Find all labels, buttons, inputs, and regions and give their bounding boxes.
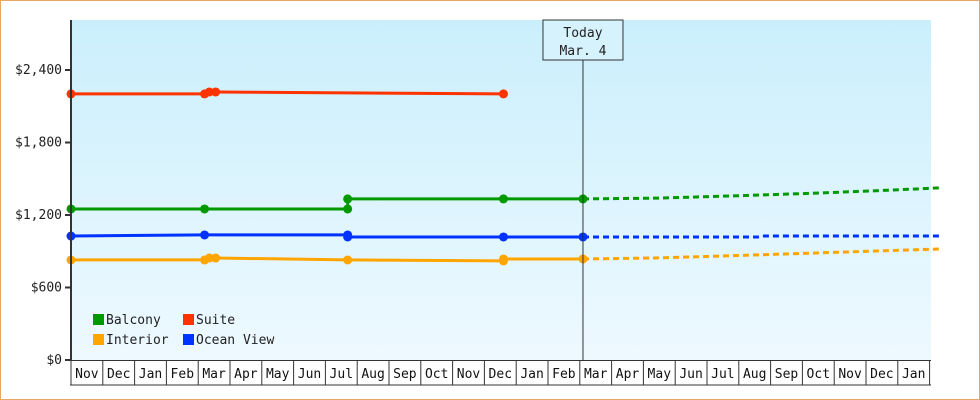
svg-text:Mar. 4: Mar. 4 — [559, 44, 606, 59]
data-point[interactable] — [343, 232, 353, 242]
legend-swatch — [93, 334, 104, 345]
y-axis: $0 $600 $1,200 $1,800 $2,400 — [15, 20, 72, 368]
y-tick-label: $1,200 — [15, 208, 62, 223]
x-tick-label: Mar — [584, 367, 608, 382]
x-tick-label: Oct — [807, 367, 830, 382]
x-tick-label: Nov — [75, 367, 99, 382]
data-point[interactable] — [498, 232, 508, 242]
x-tick-label: Dec — [107, 367, 130, 382]
y-tick-label: $0 — [46, 353, 62, 368]
legend-label: Ocean View — [196, 333, 274, 348]
x-tick-label: Jul — [330, 367, 353, 382]
x-tick-label: Sep — [393, 367, 417, 382]
x-tick-label: Jan — [139, 367, 162, 382]
legend-item-balcony[interactable]: Balcony — [93, 313, 161, 328]
x-tick-label: Dec — [870, 367, 893, 382]
x-tick-label: Aug — [743, 367, 766, 382]
legend-label: Suite — [196, 313, 235, 328]
data-point[interactable] — [343, 194, 353, 204]
x-tick-label: Apr — [616, 367, 640, 382]
x-tick-label: May — [648, 367, 672, 382]
today-label-box — [542, 19, 624, 61]
today-marker: Today Mar. 4 — [542, 19, 624, 360]
x-tick-label: Mar — [202, 367, 226, 382]
x-axis: Nov Dec Jan Feb Mar Apr May Jun Jul Aug Sep Oct Nov D… — [70, 360, 931, 386]
x-tick-label: Nov — [457, 367, 481, 382]
x-tick-label: Sep — [775, 367, 799, 382]
data-point[interactable] — [343, 204, 353, 214]
x-tick-label: Apr — [234, 367, 258, 382]
legend-swatch — [183, 314, 194, 325]
x-tick-label: Jun — [298, 367, 321, 382]
series-suite — [66, 87, 508, 99]
x-tick-label: Nov — [838, 367, 862, 382]
plot-area — [71, 20, 931, 360]
legend-item-interior[interactable]: Interior — [93, 333, 169, 348]
data-point[interactable] — [200, 204, 210, 214]
data-point[interactable] — [211, 253, 221, 263]
x-tick-label: Jan — [902, 367, 925, 382]
forecast-line — [582, 186, 940, 201]
x-tick-label: Dec — [489, 367, 512, 382]
x-tick-label: Jan — [520, 367, 543, 382]
x-tick-label: May — [266, 367, 290, 382]
series-balcony — [66, 186, 940, 214]
legend-swatch — [93, 314, 104, 325]
data-point[interactable] — [498, 194, 508, 204]
legend-swatch — [183, 334, 194, 345]
data-point[interactable] — [204, 87, 214, 97]
series-lines — [66, 87, 940, 266]
svg-text:Today: Today — [563, 26, 602, 41]
series-interior — [66, 247, 940, 266]
data-point[interactable] — [498, 89, 508, 99]
forecast-line — [582, 247, 940, 261]
x-tick-label: Feb — [552, 367, 576, 382]
legend-item-suite[interactable]: Suite — [183, 313, 235, 328]
legend: Balcony Suite Interior Ocean View — [93, 313, 274, 348]
data-point[interactable] — [498, 254, 508, 264]
legend-item-ocean-view[interactable]: Ocean View — [183, 333, 274, 348]
y-tick-label: $2,400 — [15, 63, 62, 78]
legend-label: Balcony — [106, 313, 161, 328]
data-point[interactable] — [200, 230, 210, 240]
data-point[interactable] — [211, 87, 221, 97]
x-tick-label: Jul — [711, 367, 734, 382]
legend-label: Interior — [106, 333, 169, 348]
x-tick-label: Jun — [679, 367, 702, 382]
data-point[interactable] — [343, 255, 353, 265]
x-tick-label: Oct — [425, 367, 448, 382]
data-point[interactable] — [204, 253, 214, 263]
x-tick-label: Feb — [171, 367, 195, 382]
x-tick-label: Aug — [361, 367, 384, 382]
y-tick-label: $600 — [31, 281, 62, 296]
y-tick-label: $1,800 — [15, 136, 62, 151]
